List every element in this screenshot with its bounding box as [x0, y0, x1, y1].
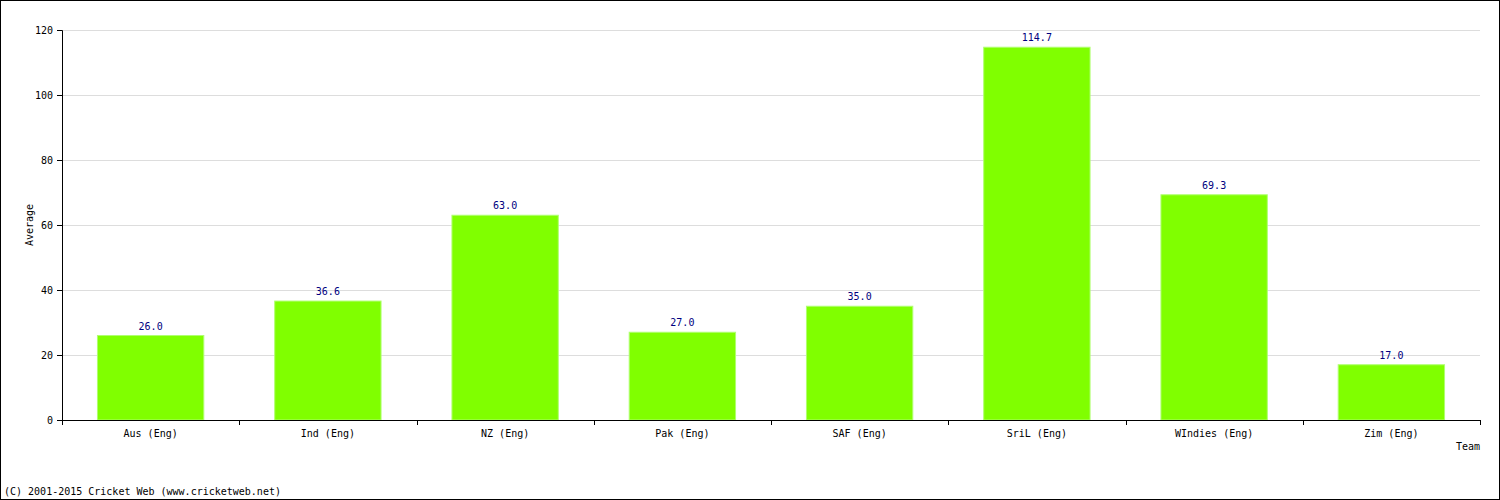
x-tick-label: Pak (Eng) [655, 428, 709, 439]
y-tick-mark [57, 290, 62, 291]
grid-line [62, 30, 1480, 31]
x-tick-label: Ind (Eng) [301, 428, 355, 439]
category-separator [594, 420, 595, 425]
x-axis: Aus (Eng) Ind (Eng) NZ (Eng) Pak (Eng) SAF (… [63, 420, 1481, 439]
x-tick-label: SriL (Eng) [1007, 428, 1067, 439]
bar [984, 47, 1090, 420]
x-tick-label: SAF (Eng) [833, 428, 887, 439]
category-separator [1480, 420, 1481, 425]
data-label: 63.0 [493, 200, 517, 211]
data-label: 17.0 [1379, 350, 1403, 361]
y-tick-label: 100 [35, 90, 53, 101]
y-tick: 40 [41, 285, 62, 296]
x-tick: Zim (Eng) [1364, 420, 1418, 439]
x-tick: SAF (Eng) [833, 420, 887, 439]
x-tick-label: Zim (Eng) [1364, 428, 1418, 439]
chart: 26.0 36.6 63.0 27.0 35.0 114.7 69.3 17.0 0 20 40 60… [0, 0, 1500, 500]
category-separator [1303, 420, 1304, 425]
bars [97, 47, 1444, 420]
category-separator [948, 420, 949, 425]
y-tick-mark [57, 225, 62, 226]
x-axis-title: Team [1456, 441, 1480, 452]
x-tick: Ind (Eng) [301, 420, 355, 439]
y-tick-label: 40 [41, 285, 53, 296]
y-tick: 80 [41, 155, 62, 166]
bar [1161, 195, 1267, 420]
data-label: 35.0 [848, 291, 872, 302]
y-tick-label: 0 [47, 415, 53, 426]
data-labels: 26.0 36.6 63.0 27.0 35.0 114.7 69.3 17.0 [139, 32, 1404, 361]
y-tick-label: 20 [41, 350, 53, 361]
y-tick: 0 [47, 415, 62, 426]
y-axis: 0 20 40 60 80 100 120 [35, 25, 63, 426]
data-label: 114.7 [1022, 32, 1052, 43]
x-tick: Aus (Eng) [124, 420, 178, 439]
category-separator [417, 420, 418, 425]
bar [1338, 365, 1444, 420]
y-tick-label: 120 [35, 25, 53, 36]
x-tick-label: WIndies (Eng) [1175, 428, 1253, 439]
data-label: 69.3 [1202, 180, 1226, 191]
x-tick: Pak (Eng) [655, 420, 709, 439]
data-label: 26.0 [139, 321, 163, 332]
grid [62, 31, 1480, 421]
category-separator [62, 420, 63, 425]
y-axis-line [57, 31, 63, 421]
category-separator [1126, 420, 1127, 425]
bar [275, 301, 381, 420]
category-separator [239, 420, 240, 425]
grid-line [62, 95, 1480, 96]
bar [452, 215, 558, 420]
y-tick: 60 [41, 220, 62, 231]
y-tick-mark [57, 160, 62, 161]
grid-line [62, 160, 1480, 161]
bar [629, 332, 735, 420]
y-axis-title: Average [24, 204, 35, 246]
category-separator [771, 420, 772, 425]
y-tick: 100 [35, 90, 62, 101]
y-tick-mark [57, 355, 62, 356]
x-tick: NZ (Eng) [481, 420, 529, 439]
x-tick: WIndies (Eng) [1175, 420, 1253, 439]
data-label: 27.0 [670, 317, 694, 328]
x-tick: SriL (Eng) [1007, 420, 1067, 439]
data-label: 36.6 [316, 286, 340, 297]
y-tick: 20 [41, 350, 62, 361]
x-tick-label: NZ (Eng) [481, 428, 529, 439]
annotation: (C) 2001-2015 Cricket Web (www.cricketwe… [4, 486, 281, 497]
y-tick-mark [57, 95, 62, 96]
y-tick-mark [57, 420, 62, 421]
y-tick-label: 80 [41, 155, 53, 166]
x-tick-label: Aus (Eng) [124, 428, 178, 439]
bar [806, 306, 912, 420]
bar [97, 336, 203, 421]
category-separators [63, 420, 1481, 425]
y-tick: 120 [35, 25, 62, 36]
frame [1, 1, 1500, 500]
y-tick-mark [57, 30, 62, 31]
y-tick-label: 60 [41, 220, 53, 231]
